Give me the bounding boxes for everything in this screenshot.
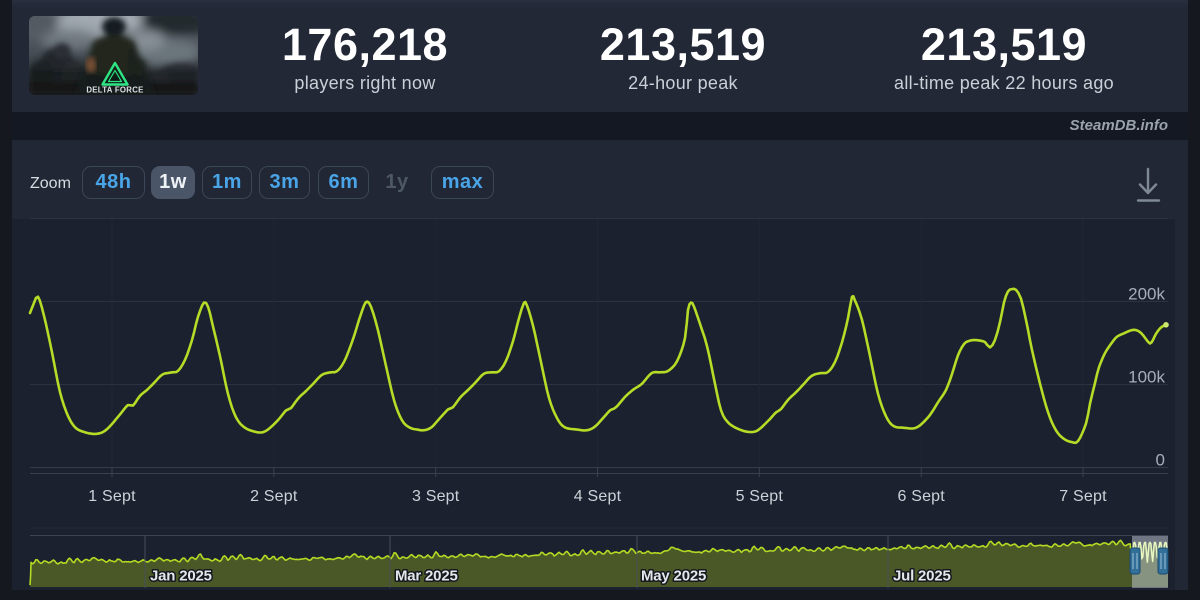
svg-text:4 Sept: 4 Sept [574, 488, 622, 505]
svg-text:Jul 2025: Jul 2025 [893, 568, 951, 585]
svg-text:DELTA FORCE: DELTA FORCE [86, 86, 143, 95]
svg-text:3 Sept: 3 Sept [412, 488, 460, 505]
svg-text:7 Sept: 7 Sept [1059, 488, 1107, 505]
svg-text:Mar 2025: Mar 2025 [395, 568, 458, 585]
svg-text:Jan 2025: Jan 2025 [150, 568, 212, 585]
svg-text:2 Sept: 2 Sept [250, 488, 298, 505]
svg-text:1 Sept: 1 Sept [88, 488, 136, 505]
svg-text:200k: 200k [1128, 285, 1165, 304]
svg-text:5 Sept: 5 Sept [736, 488, 784, 505]
svg-text:May 2025: May 2025 [641, 568, 706, 585]
svg-text:6 Sept: 6 Sept [897, 488, 945, 505]
svg-text:100k: 100k [1128, 368, 1165, 387]
svg-text:0: 0 [1156, 451, 1165, 470]
